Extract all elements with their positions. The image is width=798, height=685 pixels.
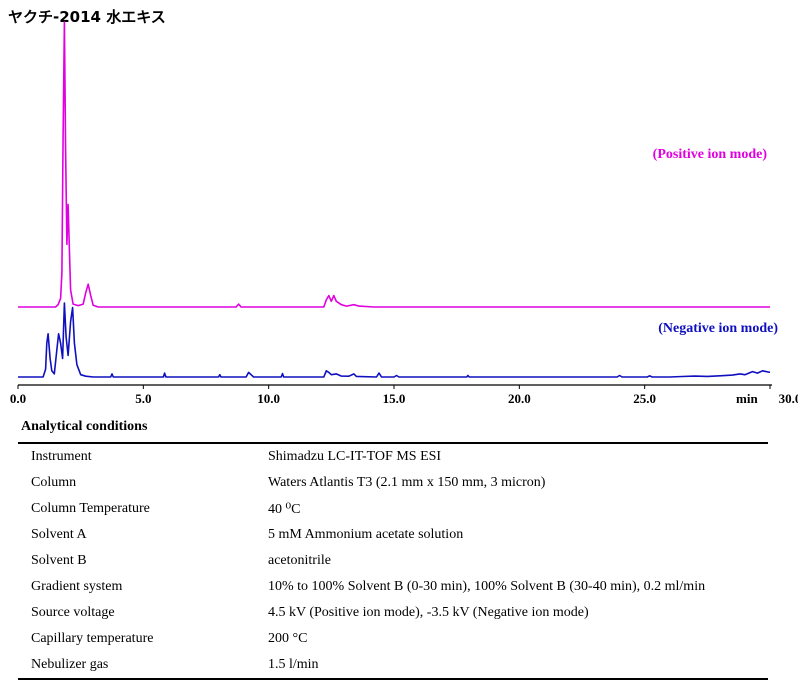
- x-tick-label: 0.0: [10, 391, 26, 406]
- x-tick-label: 10.0: [257, 391, 280, 406]
- x-axis-ticks: 0.0 5.0 10.0 15.0 20.0 25.0 30.0: [10, 385, 798, 406]
- condition-value: 40 ⁰C: [268, 501, 301, 517]
- condition-key: Nebulizer gas: [31, 657, 109, 672]
- condition-key: Source voltage: [31, 605, 115, 620]
- x-axis-label: min: [736, 391, 758, 406]
- conditions-row: Solvent A 5 mM Ammonium acetate solution: [18, 522, 768, 548]
- x-tick-label: 25.0: [633, 391, 656, 406]
- conditions-row: Column Temperature 40 ⁰C: [18, 496, 768, 522]
- conditions-row: Column Waters Atlantis T3 (2.1 mm x 150 m…: [18, 470, 768, 496]
- legend-positive: (Positive ion mode): [653, 147, 768, 162]
- condition-key: Solvent A: [31, 527, 87, 542]
- x-tick-label: 15.0: [383, 391, 406, 406]
- conditions-row: Nebulizer gas 1.5 l/min: [18, 652, 768, 679]
- x-tick-label: 5.0: [135, 391, 151, 406]
- conditions-row: Instrument Shimadzu LC-IT-TOF MS ESI: [18, 443, 768, 470]
- x-tick-label: 20.0: [508, 391, 531, 406]
- conditions-row: Solvent B acetonitrile: [18, 548, 768, 574]
- legend-negative: (Negative ion mode): [658, 321, 778, 336]
- condition-value: 10% to 100% Solvent B (0-30 min), 100% S…: [268, 579, 706, 594]
- positive-ion-trace: [18, 21, 770, 308]
- condition-key: Column: [31, 475, 77, 490]
- negative-ion-trace: [18, 302, 771, 378]
- chart-title: ヤクチ-2014 水エキス: [8, 8, 166, 26]
- conditions-row: Source voltage 4.5 kV (Positive ion mode)…: [18, 600, 768, 626]
- condition-value: Waters Atlantis T3 (2.1 mm x 150 mm, 3 m…: [268, 475, 546, 490]
- condition-value: 4.5 kV (Positive ion mode), -3.5 kV (Neg…: [268, 605, 589, 620]
- condition-value: acetonitrile: [268, 553, 331, 568]
- condition-value: 200 °C: [268, 631, 308, 646]
- x-tick-label: 30.0: [779, 391, 798, 406]
- condition-key: Instrument: [31, 449, 92, 464]
- condition-value: 5 mM Ammonium acetate solution: [268, 527, 464, 542]
- condition-value: Shimadzu LC-IT-TOF MS ESI: [268, 449, 442, 464]
- series-layer: [18, 21, 771, 378]
- condition-key: Solvent B: [31, 553, 87, 568]
- condition-key: Capillary temperature: [31, 631, 154, 646]
- conditions-table: Instrument Shimadzu LC-IT-TOF MS ESI Colum…: [18, 442, 768, 680]
- condition-value: 1.5 l/min: [268, 657, 319, 672]
- condition-key: Gradient system: [31, 579, 123, 594]
- conditions-heading: Analytical conditions: [21, 419, 148, 434]
- condition-key: Column Temperature: [31, 501, 150, 516]
- conditions-row: Capillary temperature 200 °C: [18, 626, 768, 652]
- chromatogram-chart: 0.0 5.0 10.0 15.0 20.0 25.0 30.0 min (Positive…: [10, 21, 798, 406]
- conditions-row: Gradient system 10% to 100% Solvent B (0-…: [18, 574, 768, 600]
